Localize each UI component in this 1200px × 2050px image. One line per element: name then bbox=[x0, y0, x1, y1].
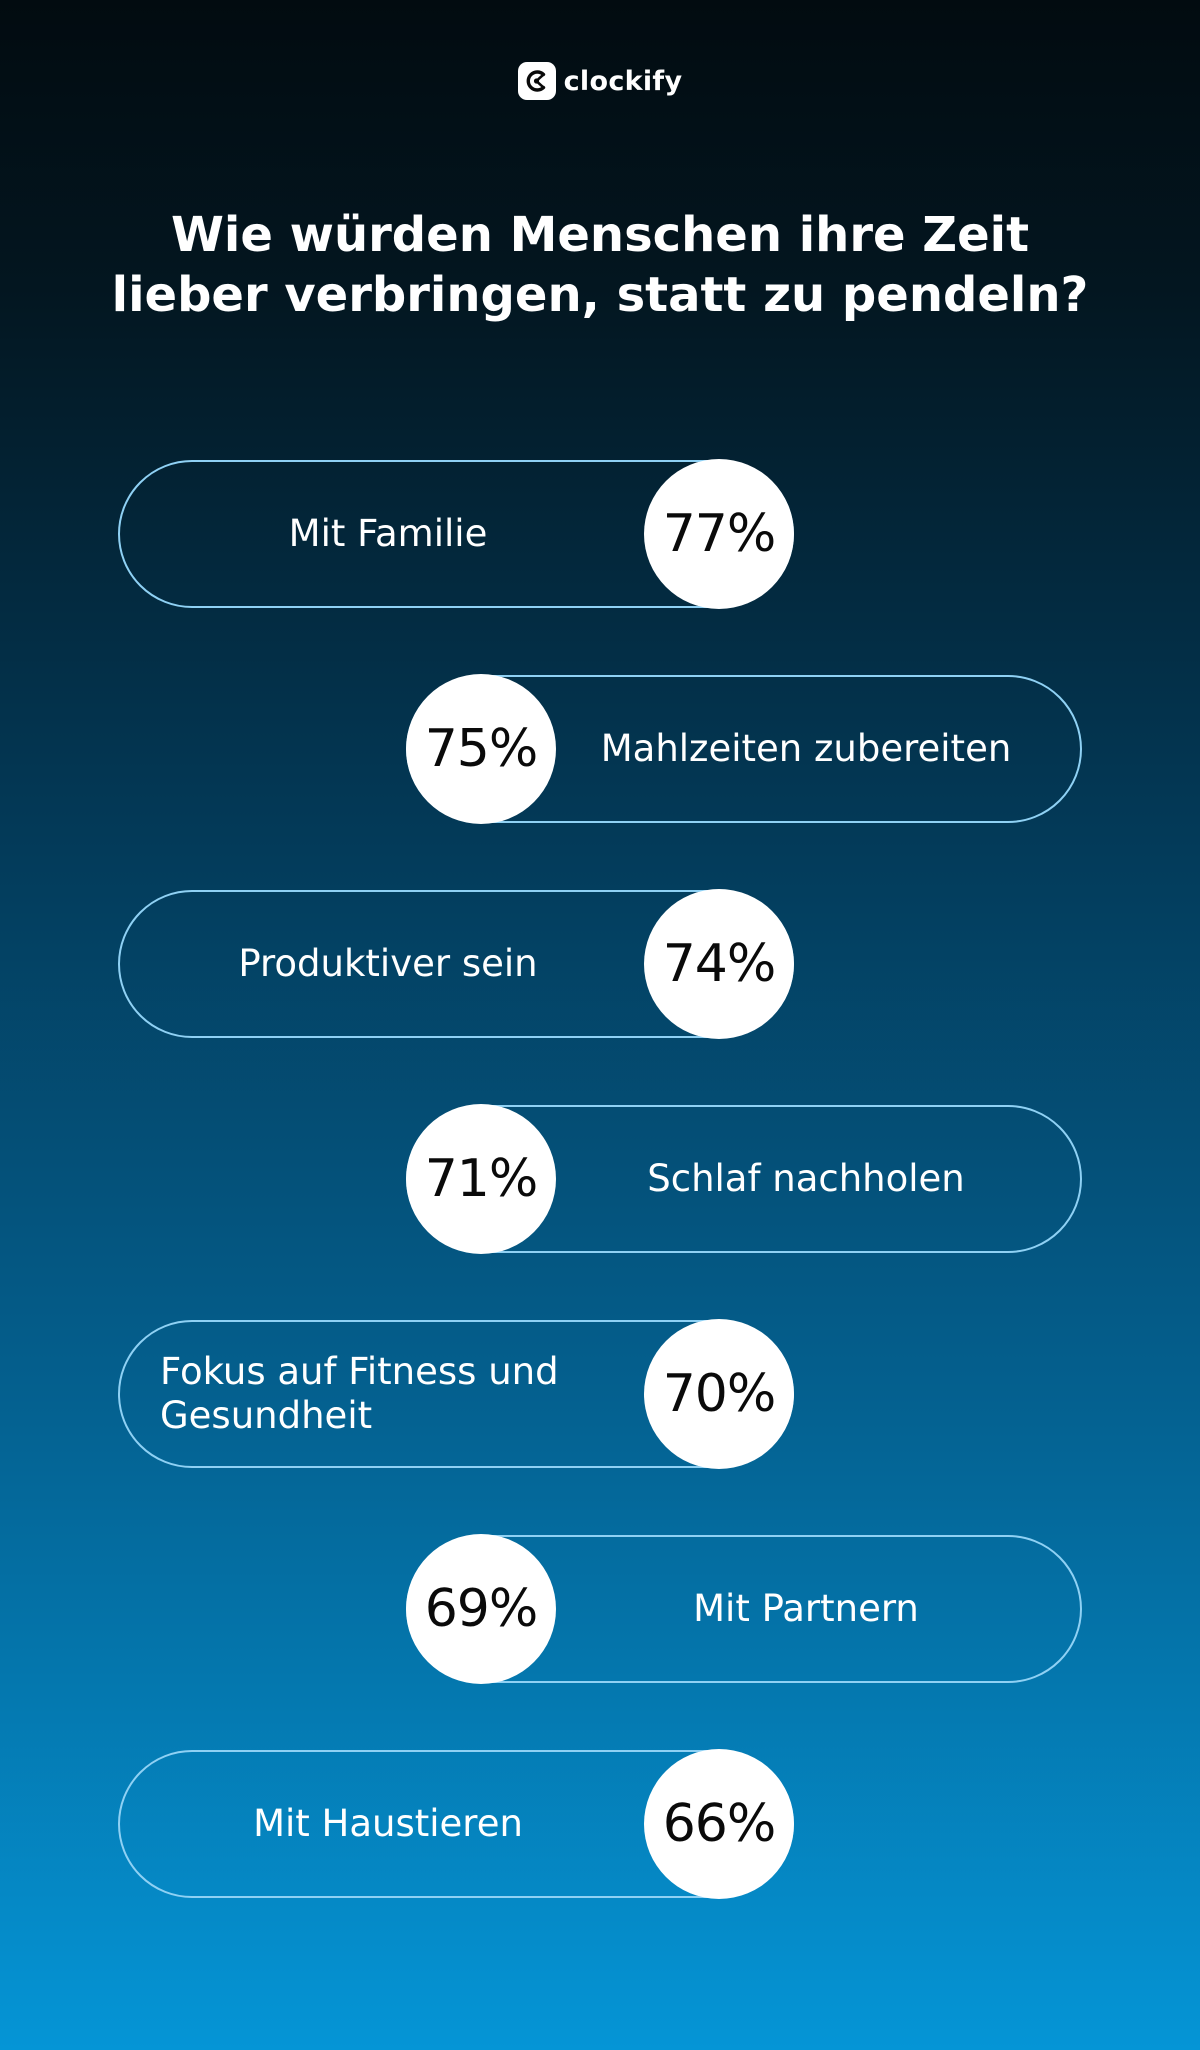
value-bubble: 74% bbox=[644, 889, 794, 1039]
value-bubble: 75% bbox=[406, 674, 556, 824]
category-label: Mit Partnern bbox=[693, 1587, 919, 1630]
category-label: Mit Familie bbox=[288, 512, 488, 555]
category-pill: Mit Partnern bbox=[406, 1535, 1082, 1683]
category-label: Fokus auf Fitness und Gesundheit bbox=[160, 1350, 559, 1437]
category-pill: Schlaf nachholen bbox=[406, 1105, 1082, 1253]
category-label: Schlaf nachholen bbox=[647, 1157, 965, 1200]
chart-title: Wie würden Menschen ihre Zeit lieber ver… bbox=[100, 205, 1100, 325]
value-bubble: 77% bbox=[644, 459, 794, 609]
value-bubble: 66% bbox=[644, 1749, 794, 1899]
category-label: Mit Haustieren bbox=[253, 1802, 523, 1845]
category-label: Mahlzeiten zubereiten bbox=[600, 727, 1012, 770]
value-bubble: 71% bbox=[406, 1104, 556, 1254]
category-pill: Mahlzeiten zubereiten bbox=[406, 675, 1082, 823]
value-bubble: 70% bbox=[644, 1319, 794, 1469]
category-label: Produktiver sein bbox=[238, 942, 538, 985]
category-pill: Mit Haustieren bbox=[118, 1750, 794, 1898]
chart-title-line-1: Wie würden Menschen ihre Zeit bbox=[170, 207, 1030, 263]
clockify-logo-icon bbox=[517, 62, 556, 100]
chart-title-line-2: lieber verbringen, statt zu pendeln? bbox=[111, 267, 1089, 323]
brand-name: clockify bbox=[563, 65, 683, 97]
brand-header: clockify bbox=[0, 62, 1200, 100]
value-bubble: 69% bbox=[406, 1534, 556, 1684]
category-pill: Fokus auf Fitness und Gesundheit bbox=[118, 1320, 794, 1468]
